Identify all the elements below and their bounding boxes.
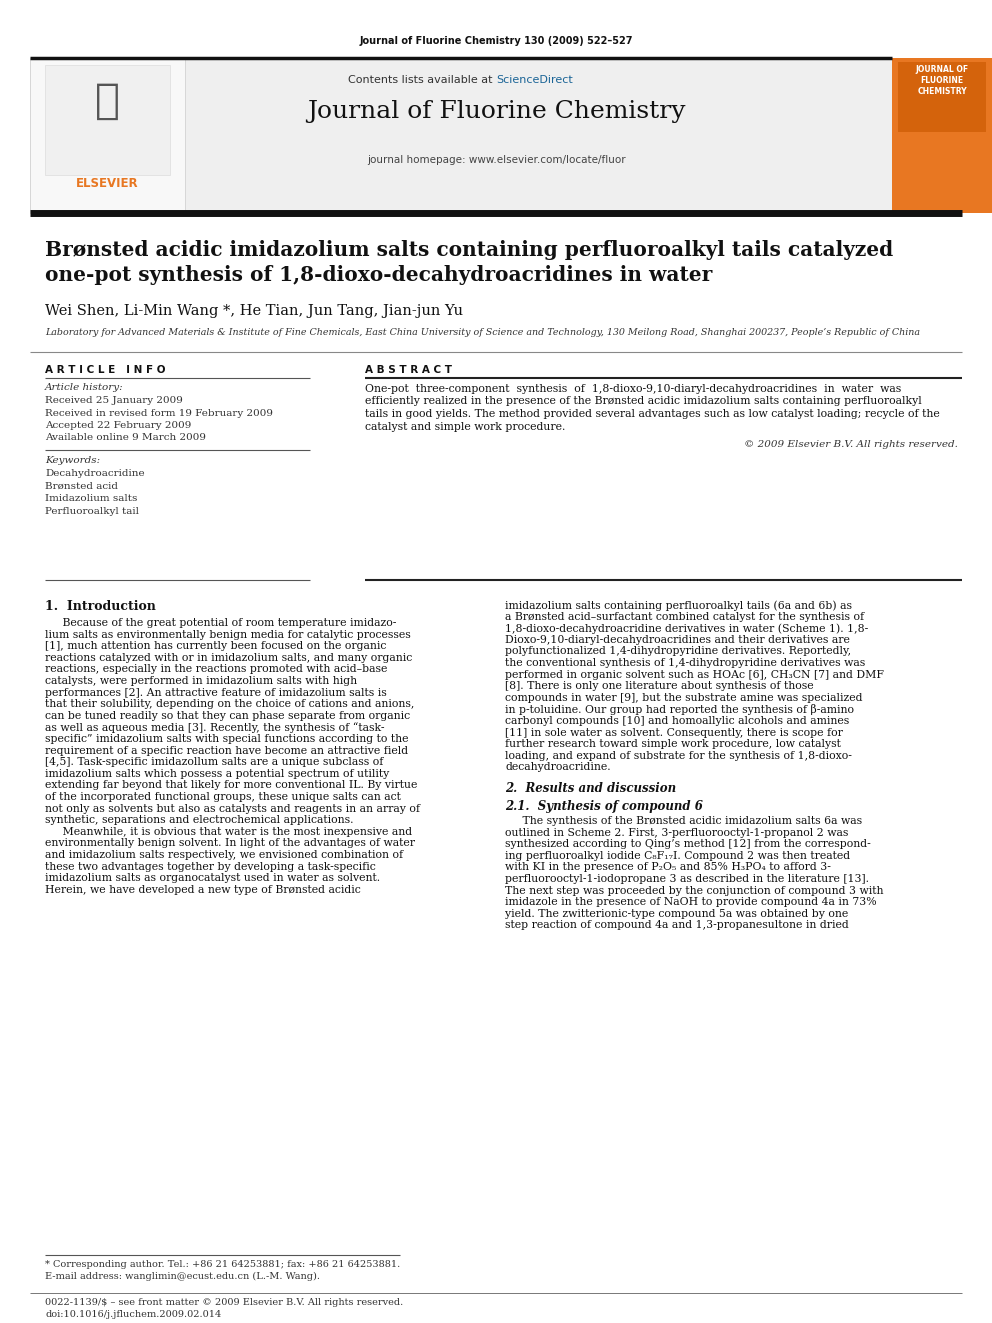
Text: extending far beyond that likely for more conventional IL. By virtue: extending far beyond that likely for mor… <box>45 781 418 790</box>
Text: with KI in the presence of P₂O₅ and 85% H₃PO₄ to afford 3-: with KI in the presence of P₂O₅ and 85% … <box>505 863 831 872</box>
Text: Brønsted acid: Brønsted acid <box>45 482 118 491</box>
Text: lium salts as environmentally benign media for catalytic processes: lium salts as environmentally benign med… <box>45 630 411 639</box>
Text: reactions, especially in the reactions promoted with acid–base: reactions, especially in the reactions p… <box>45 664 387 675</box>
Text: 2.1.  Synthesis of compound 6: 2.1. Synthesis of compound 6 <box>505 800 703 814</box>
Text: catalyst and simple work procedure.: catalyst and simple work procedure. <box>365 422 565 431</box>
Text: * Corresponding author. Tel.: +86 21 64253881; fax: +86 21 64253881.: * Corresponding author. Tel.: +86 21 642… <box>45 1259 400 1269</box>
Text: one-pot synthesis of 1,8-dioxo-decahydroacridines in water: one-pot synthesis of 1,8-dioxo-decahydro… <box>45 265 712 284</box>
Text: Received 25 January 2009: Received 25 January 2009 <box>45 396 183 405</box>
Text: Imidazolium salts: Imidazolium salts <box>45 493 137 503</box>
Text: efficiently realized in the presence of the Brønsted acidic imidazolium salts co: efficiently realized in the presence of … <box>365 397 922 406</box>
Text: specific” imidazolium salts with special functions according to the: specific” imidazolium salts with special… <box>45 734 409 744</box>
Text: ing perfluoroalkyl iodide C₈F₁₇I. Compound 2 was then treated: ing perfluoroalkyl iodide C₈F₁₇I. Compou… <box>505 851 850 861</box>
Text: tails in good yields. The method provided several advantages such as low catalys: tails in good yields. The method provide… <box>365 409 939 419</box>
Text: doi:10.1016/j.jfluchem.2009.02.014: doi:10.1016/j.jfluchem.2009.02.014 <box>45 1310 221 1319</box>
Text: decahydroacridine.: decahydroacridine. <box>505 762 611 773</box>
Text: 2.  Results and discussion: 2. Results and discussion <box>505 782 677 795</box>
Text: that their solubility, depending on the choice of cations and anions,: that their solubility, depending on the … <box>45 699 415 709</box>
Text: 🌳: 🌳 <box>94 79 119 122</box>
Text: Dioxo-9,10-diaryl-decahydroacridines and their derivatives are: Dioxo-9,10-diaryl-decahydroacridines and… <box>505 635 850 644</box>
Text: 0022-1139/$ – see front matter © 2009 Elsevier B.V. All rights reserved.: 0022-1139/$ – see front matter © 2009 El… <box>45 1298 404 1307</box>
Text: loading, and expand of substrate for the synthesis of 1,8-dioxo-: loading, and expand of substrate for the… <box>505 750 852 761</box>
Text: Accepted 22 February 2009: Accepted 22 February 2009 <box>45 421 191 430</box>
Text: environmentally benign solvent. In light of the advantages of water: environmentally benign solvent. In light… <box>45 839 415 848</box>
Bar <box>898 62 986 132</box>
Text: A R T I C L E   I N F O: A R T I C L E I N F O <box>45 365 166 374</box>
Text: [4,5]. Task-specific imidazollum salts are a unique subclass of: [4,5]. Task-specific imidazollum salts a… <box>45 757 383 767</box>
Text: outlined in Scheme 2. First, 3-perfluorooctyl-1-propanol 2 was: outlined in Scheme 2. First, 3-perfluoro… <box>505 828 848 837</box>
Text: synthesized according to Qing’s method [12] from the correspond-: synthesized according to Qing’s method [… <box>505 839 871 849</box>
Text: The synthesis of the Brønsted acidic imidazolium salts 6a was: The synthesis of the Brønsted acidic imi… <box>505 816 862 826</box>
Text: E-mail address: wanglimin@ecust.edu.cn (L.-M. Wang).: E-mail address: wanglimin@ecust.edu.cn (… <box>45 1271 320 1281</box>
Text: the conventional synthesis of 1,4-dihydropyridine derivatives was: the conventional synthesis of 1,4-dihydr… <box>505 658 865 668</box>
Text: Wei Shen, Li-Min Wang *, He Tian, Jun Tang, Jian-jun Yu: Wei Shen, Li-Min Wang *, He Tian, Jun Ta… <box>45 304 463 318</box>
Text: not only as solvents but also as catalysts and reagents in an array of: not only as solvents but also as catalys… <box>45 803 420 814</box>
Text: [8]. There is only one literature about synthesis of those: [8]. There is only one literature about … <box>505 681 813 691</box>
Text: Laboratory for Advanced Materials & Institute of Fine Chemicals, East China Univ: Laboratory for Advanced Materials & Inst… <box>45 328 920 337</box>
Text: [1], much attention has currently been focused on the organic: [1], much attention has currently been f… <box>45 642 386 651</box>
Text: Available online 9 March 2009: Available online 9 March 2009 <box>45 434 206 442</box>
Text: Decahydroacridine: Decahydroacridine <box>45 468 145 478</box>
Bar <box>30 58 185 213</box>
Bar <box>30 58 892 213</box>
Text: Article history:: Article history: <box>45 382 124 392</box>
Text: 1.  Introduction: 1. Introduction <box>45 601 156 613</box>
Bar <box>892 58 992 213</box>
Text: carbonyl compounds [10] and homoallylic alcohols and amines: carbonyl compounds [10] and homoallylic … <box>505 716 849 726</box>
Text: A B S T R A C T: A B S T R A C T <box>365 365 452 374</box>
Text: JOURNAL OF
FLUORINE
CHEMISTRY: JOURNAL OF FLUORINE CHEMISTRY <box>916 65 968 97</box>
Text: and imidazolium salts respectively, we envisioned combination of: and imidazolium salts respectively, we e… <box>45 849 403 860</box>
Text: imidazolium salts containing perfluoroalkyl tails (6a and 6b) as: imidazolium salts containing perfluoroal… <box>505 601 852 610</box>
Text: can be tuned readily so that they can phase separate from organic: can be tuned readily so that they can ph… <box>45 710 410 721</box>
Text: Perfluoroalkyl tail: Perfluoroalkyl tail <box>45 507 139 516</box>
Bar <box>45 65 170 175</box>
Text: imidazolium salts which possess a potential spectrum of utility: imidazolium salts which possess a potent… <box>45 769 389 779</box>
Text: compounds in water [9], but the substrate amine was specialized: compounds in water [9], but the substrat… <box>505 693 862 703</box>
Text: One-pot  three-component  synthesis  of  1,8-dioxo-9,10-diaryl-decahydroacridine: One-pot three-component synthesis of 1,8… <box>365 384 902 394</box>
Text: synthetic, separations and electrochemical applications.: synthetic, separations and electrochemic… <box>45 815 353 826</box>
Text: ScienceDirect: ScienceDirect <box>496 75 572 85</box>
Text: further research toward simple work procedure, low catalyst: further research toward simple work proc… <box>505 740 841 749</box>
Text: Brønsted acidic imidazolium salts containing perfluoroalkyl tails catalyzed: Brønsted acidic imidazolium salts contai… <box>45 239 893 261</box>
Text: Journal of Fluorine Chemistry 130 (2009) 522–527: Journal of Fluorine Chemistry 130 (2009)… <box>359 36 633 46</box>
Text: Meanwhile, it is obvious that water is the most inexpensive and: Meanwhile, it is obvious that water is t… <box>45 827 412 837</box>
Text: as well as aqueous media [3]. Recently, the synthesis of “task-: as well as aqueous media [3]. Recently, … <box>45 722 385 733</box>
Text: Received in revised form 19 February 2009: Received in revised form 19 February 200… <box>45 409 273 418</box>
Text: these two advantages together by developing a task-specific: these two advantages together by develop… <box>45 861 376 872</box>
Text: requirement of a specific reaction have become an attractive field: requirement of a specific reaction have … <box>45 746 408 755</box>
Text: [11] in sole water as solvent. Consequently, there is scope for: [11] in sole water as solvent. Consequen… <box>505 728 843 738</box>
Text: Journal of Fluorine Chemistry: Journal of Fluorine Chemistry <box>307 101 685 123</box>
Text: journal homepage: www.elsevier.com/locate/fluor: journal homepage: www.elsevier.com/locat… <box>367 155 625 165</box>
Text: perfluorooctyl-1-iodopropane 3 as described in the literature [13].: perfluorooctyl-1-iodopropane 3 as descri… <box>505 875 869 884</box>
Text: Contents lists available at: Contents lists available at <box>348 75 496 85</box>
Text: performances [2]. An attractive feature of imidazolium salts is: performances [2]. An attractive feature … <box>45 688 387 697</box>
Text: a Brønsted acid–surfactant combined catalyst for the synthesis of: a Brønsted acid–surfactant combined cata… <box>505 611 864 622</box>
Text: imidazolium salts as organocatalyst used in water as solvent.: imidazolium salts as organocatalyst used… <box>45 873 380 884</box>
Text: Because of the great potential of room temperature imidazo-: Because of the great potential of room t… <box>45 618 397 628</box>
Text: reactions catalyzed with or in imidazolium salts, and many organic: reactions catalyzed with or in imidazoli… <box>45 652 413 663</box>
Text: © 2009 Elsevier B.V. All rights reserved.: © 2009 Elsevier B.V. All rights reserved… <box>744 441 958 448</box>
Text: The next step was proceeded by the conjunction of compound 3 with: The next step was proceeded by the conju… <box>505 885 884 896</box>
Text: in p-toluidine. Our group had reported the synthesis of β-amino: in p-toluidine. Our group had reported t… <box>505 704 854 716</box>
Text: yield. The zwitterionic-type compound 5a was obtained by one: yield. The zwitterionic-type compound 5a… <box>505 909 848 918</box>
Text: Keywords:: Keywords: <box>45 456 100 464</box>
Text: Herein, we have developed a new type of Brønsted acidic: Herein, we have developed a new type of … <box>45 885 361 894</box>
Text: catalysts, were performed in imidazolium salts with high: catalysts, were performed in imidazolium… <box>45 676 357 687</box>
Text: 1,8-dioxo-decahydroacridine derivatives in water (Scheme 1). 1,8-: 1,8-dioxo-decahydroacridine derivatives … <box>505 623 868 634</box>
Text: polyfunctionalized 1,4-dihydropyridine derivatives. Reportedly,: polyfunctionalized 1,4-dihydropyridine d… <box>505 647 851 656</box>
Text: performed in organic solvent such as HOAc [6], CH₃CN [7] and DMF: performed in organic solvent such as HOA… <box>505 669 884 680</box>
Text: of the incorporated functional groups, these unique salts can act: of the incorporated functional groups, t… <box>45 792 401 802</box>
Text: step reaction of compound 4a and 1,3-propanesultone in dried: step reaction of compound 4a and 1,3-pro… <box>505 921 849 930</box>
Text: imidazole in the presence of NaOH to provide compound 4a in 73%: imidazole in the presence of NaOH to pro… <box>505 897 877 908</box>
Text: ELSEVIER: ELSEVIER <box>75 177 138 191</box>
